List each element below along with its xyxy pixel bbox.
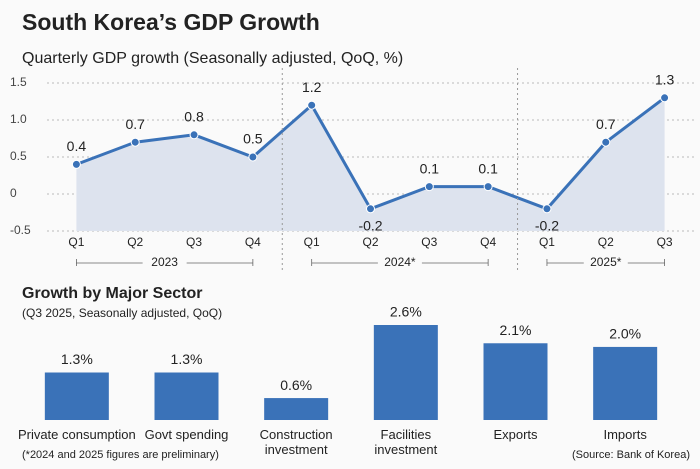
point [248,152,258,162]
point [542,204,552,214]
value-label: 0.1 [420,160,440,176]
footnote: (*2024 and 2025 figures are preliminary) [22,449,219,461]
x-tick-label: Imports [603,427,647,442]
value-label: 0.7 [596,116,616,132]
group-label: 2025* [590,255,622,269]
point [71,159,81,169]
x-tick-label: Govt spending [144,427,229,442]
bar [373,325,438,420]
x-tick-label: Q2 [598,235,614,249]
value-label: 0.5 [243,131,263,147]
value-label: -0.2 [535,218,559,234]
value-label: 2.0% [609,326,641,342]
y-tick-label: -0.5 [10,223,31,237]
bar [593,346,658,420]
x-tick-label: Q3 [186,235,202,249]
bar [483,343,548,420]
point [130,137,140,147]
value-label: 0.4 [67,138,87,154]
group-label: 2024* [384,255,416,269]
value-label: 0.7 [125,116,145,132]
point [366,204,375,214]
y-tick-label: 1.0 [10,112,27,126]
x-tick-label: Q1 [539,235,555,249]
x-tick-label: Q2 [362,235,378,249]
bar-subtitle: (Q3 2025, Seasonally adjusted, QoQ) [22,306,222,320]
bar [154,372,219,420]
value-label: 0.8 [184,109,204,125]
x-tick-label: Q1 [304,235,320,249]
y-tick-label: 0.5 [10,149,27,163]
point [189,130,199,140]
source: (Source: Bank of Korea) [572,449,690,461]
x-tick-label: Q1 [68,235,84,249]
value-label: 2.1% [500,322,532,338]
value-label: 1.2 [302,79,322,95]
value-label: 1.3% [61,351,93,367]
value-label: 2.6% [390,304,422,320]
value-label: 0.1 [478,160,498,176]
bar [264,398,329,420]
x-tick-label: Q4 [480,235,496,249]
point [424,182,434,192]
x-tick-label: Facilities investment [374,427,438,457]
point [601,137,611,147]
chart-subtitle: Quarterly GDP growth (Seasonally adjuste… [22,50,403,67]
x-tick-label: Q3 [657,235,673,249]
value-label: -0.2 [358,218,382,234]
x-tick-label: Q3 [421,235,437,249]
bar [44,372,109,420]
chart-title: South Korea’s GDP Growth [22,9,320,35]
point [483,182,493,192]
x-tick-label: Exports [493,427,538,442]
area [76,97,665,231]
value-label: 1.3 [655,72,675,88]
value-label: 0.6% [280,377,312,393]
value-label: 1.3% [171,351,203,367]
bar-title: Growth by Major Sector [22,285,202,302]
y-tick-label: 1.5 [10,75,27,89]
y-tick-label: 0 [10,186,17,200]
point [307,100,317,110]
point [660,93,670,103]
group-label: 2023 [151,255,178,269]
x-tick-label: Q2 [127,235,143,249]
x-tick-label: Private consumption [17,427,136,442]
x-tick-label: Q4 [245,235,261,249]
x-tick-label: Construction investment [259,427,333,457]
